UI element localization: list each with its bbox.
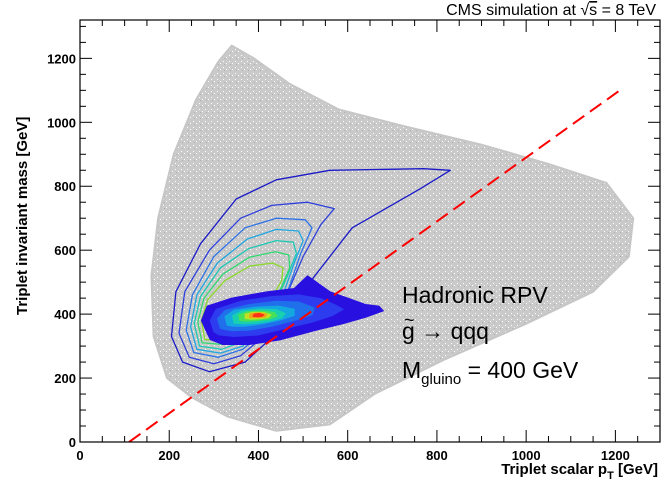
contour-lines bbox=[170, 168, 451, 373]
x-axis-title-main: Triplet scalar p bbox=[501, 461, 607, 478]
x-tick-label: 1200 bbox=[601, 448, 630, 463]
header-prefix: CMS simulation at bbox=[446, 2, 580, 19]
contour-line-2 bbox=[178, 201, 335, 365]
x-axis-ticks: 0 200 400 600 800 1000 1200 bbox=[76, 20, 661, 463]
annotation: Hadronic RPV g → qqq ~ Mgluino = 400 GeV bbox=[402, 282, 579, 388]
x-axis-title-unit: [GeV] bbox=[614, 461, 658, 478]
y-tick-label: 1200 bbox=[47, 51, 76, 66]
y-tick-label: 800 bbox=[54, 179, 76, 194]
annotation-line1: Hadronic RPV bbox=[402, 282, 548, 308]
annotation-mass-value: = 400 GeV bbox=[461, 357, 579, 383]
diagonal-cut-line bbox=[128, 87, 623, 442]
annotation-mass-symbol: M bbox=[402, 357, 421, 383]
x-tick-label: 200 bbox=[158, 448, 180, 463]
x-axis-title-sub: T bbox=[607, 470, 614, 482]
x-axis-title: Triplet scalar pT [GeV] bbox=[501, 461, 658, 482]
y-axis-ticks: 0 200 400 600 800 1000 1200 bbox=[47, 25, 660, 450]
annotation-tilde: ~ bbox=[404, 310, 415, 330]
y-tick-label: 400 bbox=[54, 307, 76, 322]
contour-line-1 bbox=[170, 168, 451, 373]
y-tick-label: 1000 bbox=[47, 115, 76, 130]
diagonal-cut bbox=[128, 87, 623, 442]
x-tick-label: 400 bbox=[248, 448, 270, 463]
plot-area bbox=[128, 44, 635, 442]
contour-line-3 bbox=[185, 217, 313, 358]
header-sqrt-arg: s bbox=[589, 2, 597, 19]
annotation-line2: g → qqq bbox=[402, 318, 489, 344]
x-tick-label: 800 bbox=[426, 448, 448, 463]
density-level-9 bbox=[252, 313, 265, 318]
annotation-mass-sub: gluino bbox=[421, 371, 461, 388]
header-sqrt: √ bbox=[580, 2, 589, 19]
x-tick-label: 0 bbox=[76, 448, 83, 463]
header-suffix: = 8 TeV bbox=[597, 2, 656, 19]
y-tick-label: 0 bbox=[69, 435, 76, 450]
annotation-gluino-symbol: g bbox=[402, 318, 415, 344]
filled-density bbox=[200, 275, 384, 345]
y-tick-label: 200 bbox=[54, 371, 76, 386]
y-tick-label: 600 bbox=[54, 243, 76, 258]
x-tick-label: 1000 bbox=[512, 448, 541, 463]
y-axis-title: Triplet invariant mass [GeV] bbox=[14, 117, 31, 315]
annotation-line3: Mgluino = 400 GeV bbox=[402, 357, 579, 388]
annotation-decay: → qqq bbox=[415, 318, 489, 344]
x-tick-label: 600 bbox=[337, 448, 359, 463]
header-label: CMS simulation at √s = 8 TeV bbox=[446, 2, 656, 19]
